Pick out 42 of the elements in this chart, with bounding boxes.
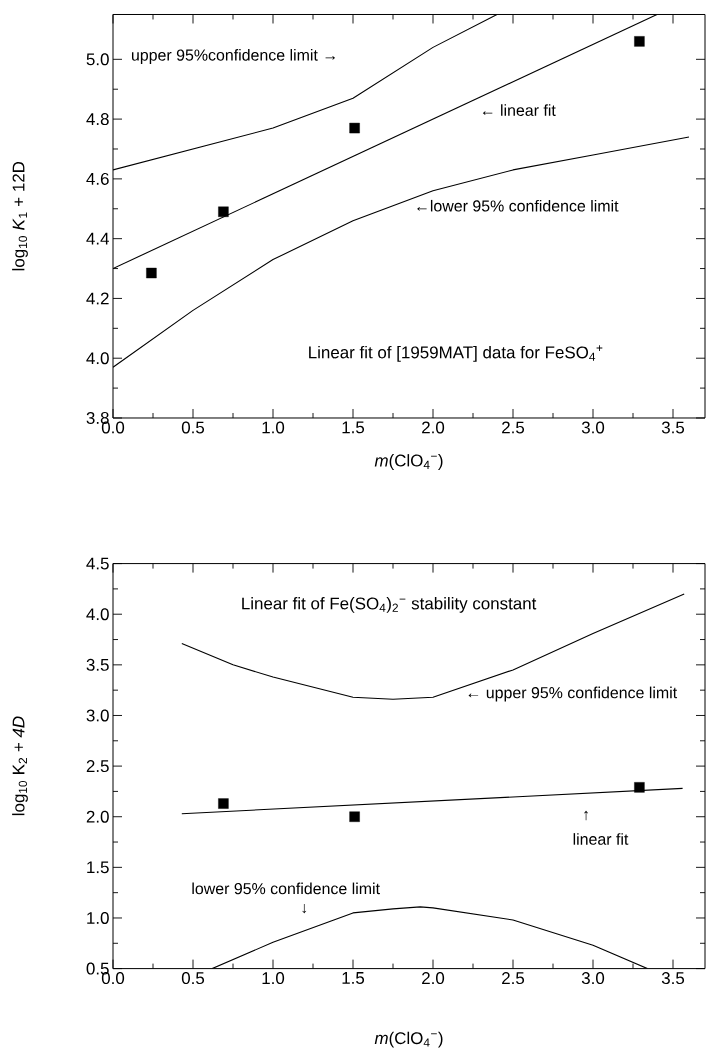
x-tick-label: 2.5 — [502, 421, 525, 434]
y-tick-label: 3.0 — [86, 709, 109, 722]
x-tick-label: 2.5 — [502, 972, 525, 985]
x-tick-label: 1.5 — [342, 972, 365, 984]
x-tick-label: 2.0 — [422, 972, 445, 985]
text: Linear fit of [1959MAT] data for FeSO$_{4}$+ — [309, 345, 603, 362]
y-tick-label: 4.8 — [86, 113, 109, 126]
x-tick-label: 3.5 — [661, 421, 685, 434]
y-tick-label: 2.0 — [86, 810, 109, 823]
annotation: upper 95%confidence limit → — [131, 49, 335, 64]
y-axis-title: log$_{10}$ K$_{2}$ + 4D — [12, 716, 28, 816]
annotation: ←lower 95% confidence limit — [417, 199, 619, 212]
x-tick-label: 0.5 — [181, 421, 205, 434]
annotation: lower 95% confidence limit — [192, 882, 380, 895]
x-axis-title: m(ClO$_{4}$$^{−}$) — [374, 454, 443, 470]
text: Linear fit of Fe(SO$_{4}$)$_{2}$$^{−}$ stability constant — [242, 597, 537, 613]
y-tick-label: 4.5 — [86, 557, 109, 570]
y-tick-label: 1.0 — [87, 911, 109, 924]
x-tick-label: 3.0 — [581, 421, 605, 434]
x-tick-label: 1.5 — [342, 421, 365, 434]
x-tick-label: 3.0 — [581, 972, 605, 985]
x-tick-label: 0.5 — [181, 972, 205, 985]
y-tick-label: 4.0 — [86, 352, 109, 365]
annotation: ← upper 95% confidence limit — [468, 686, 678, 702]
x-tick-label: 1.0 — [262, 972, 285, 985]
y-tick-label: 1.5 — [87, 861, 109, 874]
x-tick-label: 1.0 — [262, 421, 285, 434]
y-tick-label: 2.5 — [86, 760, 109, 773]
y-tick-label: 4.4 — [86, 232, 109, 245]
y-tick-label: 4.2 — [86, 292, 109, 305]
annotation: ← linear fit — [482, 104, 556, 116]
annotation: ↓ — [302, 903, 307, 914]
annotation: linear fit — [573, 833, 629, 845]
x-tick-label: 2.0 — [422, 421, 445, 434]
y-tick-label: 3.5 — [86, 658, 109, 671]
x-tick-label: 3.5 — [661, 972, 685, 985]
y-tick-label: 4.0 — [86, 608, 109, 621]
y-axis-title: log$_{10}$ K$_{1}$ + 12D — [12, 161, 28, 271]
annotation: ↑ — [584, 810, 588, 821]
y-tick-label: 4.6 — [86, 172, 109, 185]
x-axis-title: m(ClO$_{4}$$^{−}$) — [374, 1031, 443, 1048]
y-tick-label: 5.0 — [86, 53, 109, 66]
